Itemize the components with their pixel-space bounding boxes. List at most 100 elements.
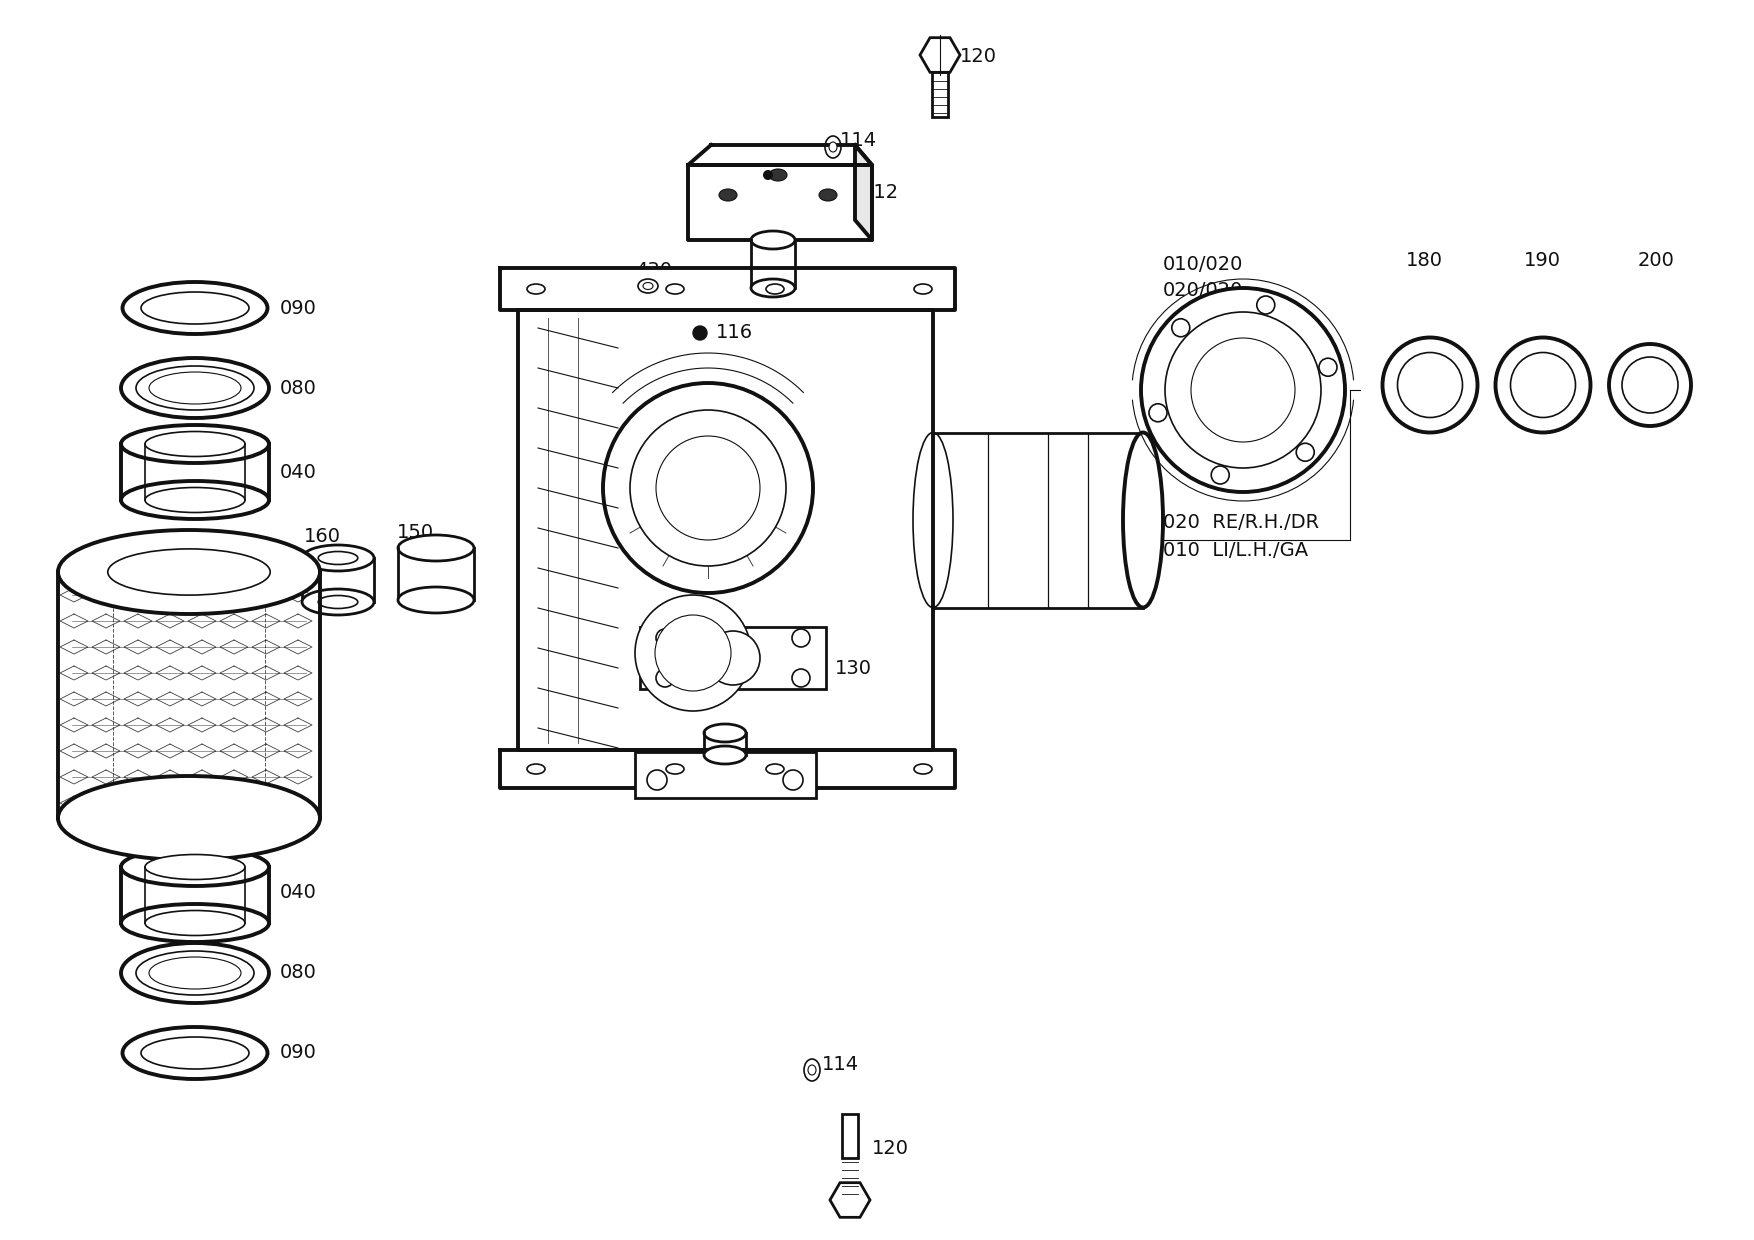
Ellipse shape	[809, 1065, 816, 1075]
Circle shape	[793, 670, 810, 687]
Ellipse shape	[719, 188, 737, 201]
Bar	[58, 572, 319, 818]
Circle shape	[693, 326, 707, 340]
Text: 114: 114	[840, 130, 877, 150]
FancyBboxPatch shape	[640, 627, 826, 689]
Circle shape	[1258, 296, 1275, 314]
Ellipse shape	[824, 136, 840, 157]
Circle shape	[707, 631, 759, 684]
Text: 160: 160	[303, 527, 340, 547]
Text: 112: 112	[861, 184, 900, 202]
Circle shape	[647, 770, 667, 790]
Circle shape	[763, 170, 774, 180]
Polygon shape	[921, 37, 959, 72]
Text: 010/020: 010/020	[1163, 255, 1244, 274]
Ellipse shape	[398, 587, 474, 613]
Circle shape	[1191, 339, 1294, 441]
Text: 040: 040	[281, 883, 317, 903]
Text: 190: 190	[1524, 252, 1561, 270]
Ellipse shape	[146, 854, 246, 879]
Ellipse shape	[1382, 337, 1477, 433]
Circle shape	[793, 629, 810, 647]
Circle shape	[630, 410, 786, 565]
Ellipse shape	[526, 764, 545, 774]
Ellipse shape	[526, 284, 545, 294]
Circle shape	[782, 770, 803, 790]
Ellipse shape	[766, 284, 784, 294]
Ellipse shape	[914, 284, 931, 294]
Ellipse shape	[317, 595, 358, 609]
Ellipse shape	[914, 764, 931, 774]
Polygon shape	[830, 1183, 870, 1218]
Circle shape	[603, 383, 814, 593]
Text: 122: 122	[833, 774, 870, 792]
Text: 150: 150	[396, 523, 435, 543]
Ellipse shape	[1510, 352, 1575, 418]
Ellipse shape	[317, 552, 358, 564]
Ellipse shape	[58, 529, 319, 614]
Ellipse shape	[121, 425, 268, 463]
Ellipse shape	[1608, 343, 1691, 427]
Ellipse shape	[121, 848, 268, 887]
Ellipse shape	[830, 143, 837, 153]
Circle shape	[656, 436, 759, 539]
Circle shape	[1149, 404, 1166, 422]
Text: 130: 130	[835, 658, 872, 677]
Circle shape	[656, 670, 674, 687]
Ellipse shape	[302, 589, 374, 615]
Ellipse shape	[819, 188, 837, 201]
Polygon shape	[500, 268, 954, 310]
Ellipse shape	[123, 281, 268, 334]
Polygon shape	[500, 750, 954, 787]
Ellipse shape	[914, 433, 952, 608]
Ellipse shape	[146, 432, 246, 456]
Text: 114: 114	[823, 1055, 859, 1075]
Ellipse shape	[137, 366, 254, 410]
Circle shape	[656, 629, 674, 647]
Ellipse shape	[766, 764, 784, 774]
Polygon shape	[688, 165, 872, 241]
Text: 090: 090	[281, 1044, 317, 1063]
Ellipse shape	[703, 724, 745, 742]
Polygon shape	[688, 145, 872, 165]
Ellipse shape	[803, 1059, 821, 1081]
FancyBboxPatch shape	[635, 751, 816, 799]
Bar	[842, 1114, 858, 1158]
Text: 120: 120	[872, 1138, 909, 1157]
Ellipse shape	[121, 481, 268, 520]
Ellipse shape	[149, 957, 240, 990]
Ellipse shape	[58, 776, 319, 861]
Ellipse shape	[121, 942, 268, 1003]
Ellipse shape	[146, 910, 246, 935]
Ellipse shape	[638, 279, 658, 293]
Ellipse shape	[121, 904, 268, 942]
Ellipse shape	[123, 1027, 268, 1079]
Text: 430: 430	[635, 260, 672, 279]
Ellipse shape	[137, 951, 254, 994]
Bar	[931, 67, 947, 117]
Text: 180: 180	[1407, 252, 1444, 270]
Circle shape	[635, 595, 751, 711]
Circle shape	[1296, 443, 1314, 461]
Ellipse shape	[140, 1037, 249, 1069]
Ellipse shape	[768, 169, 788, 181]
Ellipse shape	[667, 764, 684, 774]
Text: 080: 080	[281, 378, 317, 398]
Text: 020/020: 020/020	[1163, 281, 1244, 300]
Text: 080: 080	[281, 962, 317, 982]
Ellipse shape	[644, 283, 652, 289]
Circle shape	[1142, 288, 1345, 492]
Text: 020  RE/R.H./DR: 020 RE/R.H./DR	[1163, 513, 1319, 532]
Ellipse shape	[398, 534, 474, 560]
Ellipse shape	[1622, 357, 1679, 413]
Circle shape	[1319, 358, 1337, 376]
Text: 010  LI/L.H./GA: 010 LI/L.H./GA	[1163, 541, 1308, 559]
Ellipse shape	[146, 487, 246, 512]
Ellipse shape	[1123, 433, 1163, 608]
Ellipse shape	[121, 358, 268, 418]
Ellipse shape	[751, 231, 795, 249]
Ellipse shape	[302, 546, 374, 570]
Text: 116: 116	[716, 324, 752, 342]
Circle shape	[1165, 312, 1321, 467]
Text: 090: 090	[281, 299, 317, 317]
